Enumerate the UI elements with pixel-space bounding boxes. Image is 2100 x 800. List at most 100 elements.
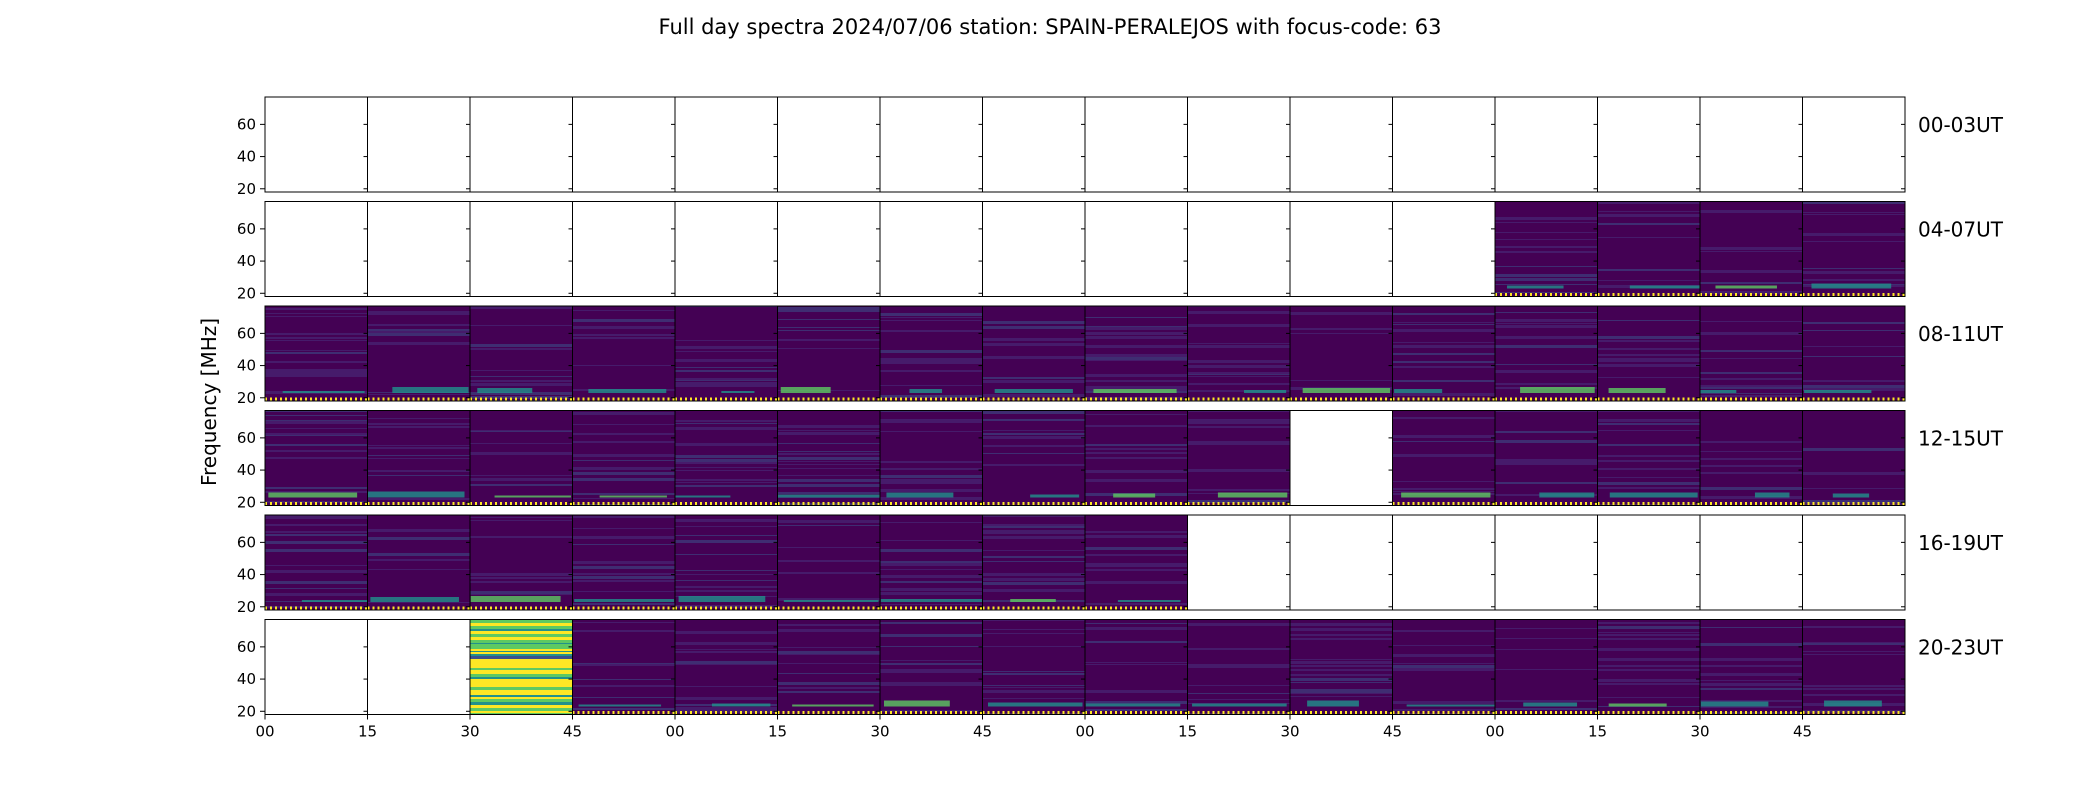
low-band [1307, 700, 1359, 707]
panel-empty [1495, 515, 1598, 610]
spectrum-panel [1289, 619, 1393, 715]
spectra-row: 20 40 60 08-11UT [237, 305, 2004, 407]
y-tick-label: 20 [237, 284, 256, 302]
low-band [268, 492, 358, 498]
spectrum-panel [264, 305, 368, 402]
panel-data [777, 515, 880, 610]
spectra-row: 20 40 60 12-15UT [237, 410, 2004, 511]
panel-empty [1085, 97, 1188, 192]
spectrum-panel [367, 305, 471, 402]
y-tick-label: 60 [237, 220, 256, 238]
panel-empty [572, 201, 675, 297]
panel-data [1187, 410, 1290, 506]
low-band [1093, 389, 1177, 393]
y-tick-label: 60 [237, 115, 256, 133]
panel-data [1597, 410, 1700, 506]
spectrum-panel [1289, 305, 1393, 402]
panel-empty [367, 619, 470, 715]
row-label: 04-07UT [1918, 218, 2004, 242]
panel-empty [1187, 97, 1290, 192]
y-tick-label: 60 [237, 324, 256, 342]
spectra-row: 20 40 60 16-19UT [237, 514, 2004, 616]
spectrum-panel [1289, 514, 1393, 611]
panel-data [1802, 410, 1905, 506]
low-band [477, 388, 533, 393]
spectrum-panel [367, 514, 471, 611]
panel-data [777, 619, 880, 715]
y-tick-label: 20 [237, 180, 256, 198]
spectrum-panel [777, 201, 881, 297]
spectrum-panel [572, 96, 676, 193]
low-band [1700, 701, 1769, 707]
spectrum-panel [367, 410, 471, 506]
spectrum-panel [879, 305, 983, 402]
panel-data [675, 306, 778, 401]
spectrum-panel [1597, 514, 1701, 611]
spectrum-panel [982, 96, 1086, 193]
spectrum-panel [1699, 96, 1803, 193]
panel-data [1085, 410, 1188, 506]
low-band [1523, 702, 1578, 707]
low-band [494, 495, 572, 498]
spectrum-panel [572, 514, 676, 611]
panel-data [1802, 619, 1905, 715]
panel-data [1085, 619, 1188, 715]
x-tick-label: 15 [358, 723, 377, 741]
spectrum-panel [1699, 201, 1803, 297]
x-tick-label: 45 [1383, 723, 1402, 741]
panel-empty [777, 97, 880, 192]
y-tick-label: 40 [237, 148, 256, 166]
panel-empty [982, 97, 1085, 192]
panel-data [675, 515, 778, 610]
panel-empty [1392, 515, 1495, 610]
low-band [711, 703, 771, 707]
x-tick-label: 45 [973, 723, 992, 741]
spectrum-panel [1084, 514, 1188, 611]
low-band [1302, 388, 1391, 393]
panel-data [367, 306, 470, 401]
spectrum-panel [879, 514, 983, 611]
low-band [1030, 494, 1080, 498]
spectrum-panel [1597, 410, 1701, 506]
low-band [994, 389, 1073, 393]
panel-empty [367, 97, 470, 192]
y-tick-label: 40 [237, 670, 256, 688]
spectrum-panel [1392, 305, 1496, 402]
panel-empty [470, 97, 573, 192]
panel-data [1392, 410, 1495, 506]
spectrum-panel [469, 619, 573, 715]
panel-empty [1187, 201, 1290, 297]
spectrum-panel [367, 96, 471, 193]
row-label: 08-11UT [1918, 322, 2004, 346]
panel-empty [1802, 515, 1905, 610]
spectrum-panel [469, 201, 573, 297]
spectrum-panel [1187, 201, 1291, 297]
panel-data [880, 619, 983, 715]
spectrum-panel [1699, 305, 1803, 402]
spectrum-panel [1597, 305, 1701, 402]
spectrum-panel [1289, 96, 1393, 193]
row-label: 12-15UT [1918, 427, 2004, 451]
panel-empty [1290, 201, 1393, 297]
spectra-row: 20 40 60 04-07UT [237, 201, 2004, 302]
low-band [588, 389, 667, 393]
low-band [1520, 387, 1595, 393]
low-band [370, 597, 459, 602]
panel-empty [777, 201, 880, 297]
spectrum-panel [469, 305, 573, 402]
panel-empty [265, 201, 368, 297]
spectrum-panel [674, 619, 778, 715]
panel-empty [265, 619, 368, 715]
spectrum-panel [1699, 410, 1803, 506]
panel-data [265, 515, 368, 610]
panel-empty [1290, 515, 1393, 610]
low-band [1629, 285, 1700, 289]
spectrum-panel [674, 305, 778, 402]
x-tick-label: 00 [1075, 723, 1094, 741]
low-band [392, 387, 469, 393]
low-band [1113, 493, 1156, 498]
spectrum-panel [777, 619, 881, 715]
panel-frame [1802, 96, 1906, 193]
low-band [1217, 492, 1288, 498]
